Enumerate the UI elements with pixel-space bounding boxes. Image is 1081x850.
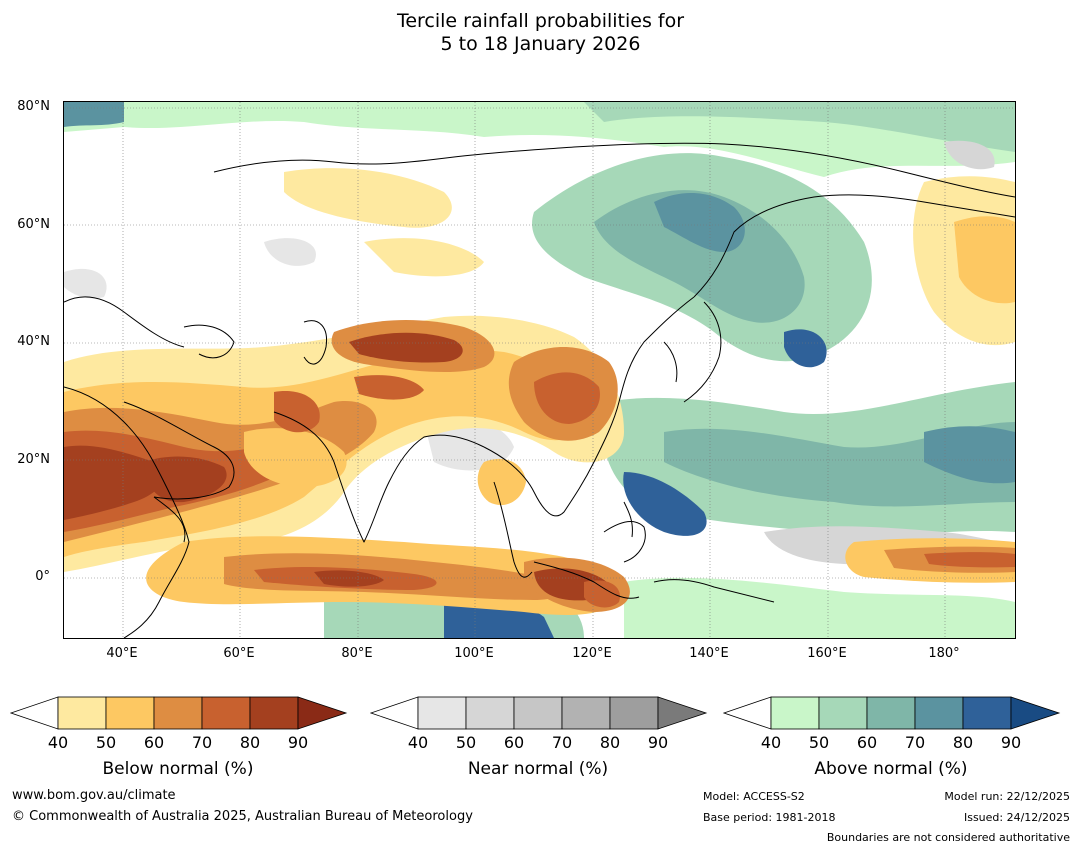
above-tick-50: 50 [808,733,830,752]
above-swatch-2 [818,696,868,730]
colorbar-above-normal [723,696,1061,734]
above-normal-title: Above normal (%) [814,759,968,779]
disclaimer-text: Boundaries are not considered authoritat… [826,831,1070,844]
near-swatch-1 [417,696,467,730]
colorbar-near-normal [370,696,708,734]
below-tick-60: 60 [143,733,165,752]
model-text: Model: ACCESS-S2 [703,790,805,803]
below-swatch-2 [105,696,155,730]
near-swatch-3 [513,696,563,730]
near-tick-80: 80 [599,733,621,752]
near-swatch-lower-extend [370,696,419,730]
lat-label-60n: 60°N [17,217,50,232]
copyright-text: © Commonwealth of Australia 2025, Austra… [12,809,473,824]
above-tick-80: 80 [952,733,974,752]
chart-title: Tercile rainfall probabilities for 5 to … [0,10,1081,56]
lon-label-80e: 80°E [341,646,373,661]
lon-label-160e: 160°E [807,646,847,661]
website-link[interactable]: www.bom.gov.au/climate [12,788,176,803]
lon-label-180: 180° [928,646,960,661]
near-tick-70: 70 [551,733,573,752]
above-swatch-5 [962,696,1012,730]
above-swatch-lower-extend [723,696,772,730]
above-tick-90: 90 [1000,733,1022,752]
below-tick-50: 50 [95,733,117,752]
above-swatch-1 [770,696,820,730]
near-swatch-2 [465,696,515,730]
below-tick-80: 80 [239,733,261,752]
near-tick-50: 50 [455,733,477,752]
issued-text: Issued: 24/12/2025 [963,811,1070,824]
colorbar-below-normal [10,696,348,734]
below-swatch-upper-extend [297,696,348,730]
probability-map [63,101,1016,639]
below-tick-70: 70 [191,733,213,752]
near-normal-title: Near normal (%) [467,759,609,779]
colorbar-above-swatches [723,696,1061,730]
near-swatch-5 [609,696,659,730]
below-swatch-lower-extend [10,696,59,730]
near-tick-40: 40 [407,733,429,752]
above-swatch-3 [866,696,916,730]
near-tick-90: 90 [647,733,669,752]
lon-label-120e: 120°E [572,646,612,661]
title-line-1: Tercile rainfall probabilities for [396,10,685,32]
base-period-text: Base period: 1981-2018 [703,811,836,824]
lat-label-40n: 40°N [17,334,50,349]
below-tick-90: 90 [287,733,309,752]
above-tick-40: 40 [760,733,782,752]
model-run-text: Model run: 22/12/2025 [944,790,1070,803]
below-swatch-4 [201,696,251,730]
lon-label-100e: 100°E [454,646,494,661]
below-swatch-3 [153,696,203,730]
lon-label-40e: 40°E [106,646,138,661]
below-normal-title: Below normal (%) [102,759,254,779]
lat-label-80n: 80°N [17,99,50,114]
below-swatch-1 [57,696,107,730]
colorbar-below-swatches [10,696,348,730]
colorbar-near-swatches [370,696,708,730]
lat-label-0: 0° [35,569,50,584]
map-canvas [64,102,1015,638]
near-swatch-4 [561,696,611,730]
below-tick-40: 40 [47,733,69,752]
lon-label-140e: 140°E [689,646,729,661]
near-tick-60: 60 [503,733,525,752]
above-tick-60: 60 [856,733,878,752]
title-line-2: 5 to 18 January 2026 [440,33,641,55]
lat-label-20n: 20°N [17,452,50,467]
lon-label-60e: 60°E [223,646,255,661]
near-swatch-upper-extend [657,696,708,730]
above-tick-70: 70 [904,733,926,752]
above-swatch-4 [914,696,964,730]
below-swatch-5 [249,696,299,730]
above-swatch-upper-extend [1010,696,1061,730]
